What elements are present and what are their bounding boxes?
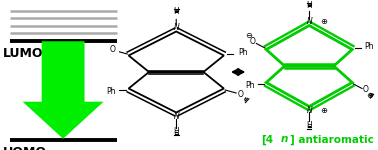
Text: ⊖: ⊖	[245, 32, 253, 40]
Text: HOMO: HOMO	[2, 146, 46, 150]
Text: N: N	[174, 112, 179, 121]
Polygon shape	[23, 41, 104, 139]
Text: [4: [4	[261, 134, 273, 145]
Text: Ph: Ph	[365, 42, 374, 51]
Text: H: H	[306, 122, 312, 130]
Text: H: H	[306, 2, 312, 10]
Text: O: O	[109, 45, 115, 54]
Text: O: O	[250, 38, 256, 46]
Text: H: H	[174, 128, 179, 136]
Text: ⊕: ⊕	[321, 17, 327, 26]
Text: N: N	[306, 106, 312, 115]
Text: LUMO: LUMO	[2, 46, 43, 60]
Text: N: N	[174, 23, 179, 32]
Text: O: O	[237, 90, 243, 99]
Text: Ph: Ph	[245, 81, 255, 90]
Text: Ph: Ph	[238, 48, 248, 57]
Text: H: H	[174, 8, 179, 16]
Text: ⊖: ⊖	[366, 92, 373, 100]
Text: O: O	[363, 85, 369, 94]
Text: ] antiaromatic: ] antiaromatic	[290, 134, 373, 145]
Text: Ph: Ph	[106, 87, 116, 96]
Text: ⊕: ⊕	[321, 106, 327, 115]
Text: N: N	[306, 17, 312, 26]
Text: n: n	[281, 135, 288, 144]
